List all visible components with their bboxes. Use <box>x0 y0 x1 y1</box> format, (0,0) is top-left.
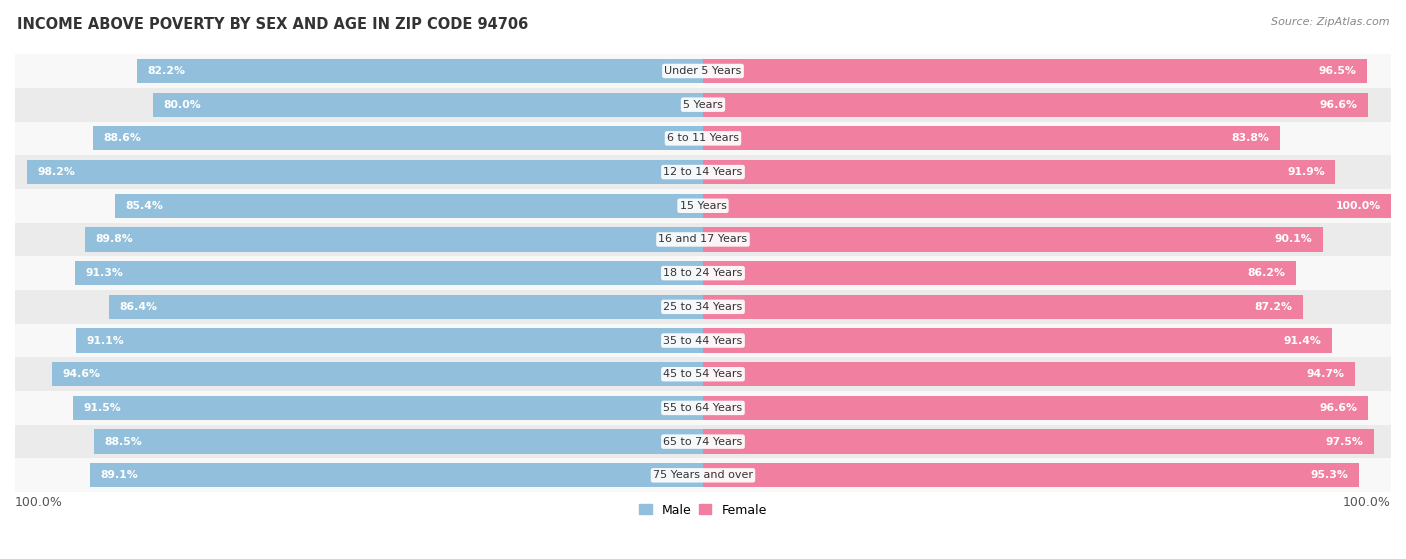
Bar <box>15 121 1391 155</box>
Text: 91.3%: 91.3% <box>86 268 124 278</box>
Bar <box>76 328 703 353</box>
Text: 86.2%: 86.2% <box>1247 268 1285 278</box>
Legend: Male, Female: Male, Female <box>640 504 766 517</box>
Bar <box>703 429 1374 454</box>
Bar <box>138 59 703 83</box>
Text: 65 to 74 Years: 65 to 74 Years <box>664 437 742 447</box>
Text: 83.8%: 83.8% <box>1232 134 1270 143</box>
Bar <box>15 189 1391 222</box>
Text: 90.1%: 90.1% <box>1275 234 1313 244</box>
Text: 94.6%: 94.6% <box>62 369 100 379</box>
Bar <box>703 328 1331 353</box>
Text: Source: ZipAtlas.com: Source: ZipAtlas.com <box>1271 17 1389 27</box>
Bar <box>73 396 703 420</box>
Bar <box>15 324 1391 357</box>
Bar <box>15 222 1391 257</box>
Text: 96.5%: 96.5% <box>1319 66 1357 76</box>
Bar <box>52 362 703 386</box>
Bar <box>27 160 703 184</box>
Text: 82.2%: 82.2% <box>148 66 186 76</box>
Text: 100.0%: 100.0% <box>15 496 63 509</box>
Bar <box>115 193 703 218</box>
Text: 25 to 34 Years: 25 to 34 Years <box>664 302 742 312</box>
Text: 97.5%: 97.5% <box>1326 437 1364 447</box>
Bar <box>15 290 1391 324</box>
Bar <box>94 429 703 454</box>
Text: 15 Years: 15 Years <box>679 201 727 211</box>
Text: 100.0%: 100.0% <box>1343 496 1391 509</box>
Bar <box>703 362 1354 386</box>
Text: 5 Years: 5 Years <box>683 100 723 110</box>
Text: 94.7%: 94.7% <box>1306 369 1344 379</box>
Text: 45 to 54 Years: 45 to 54 Years <box>664 369 742 379</box>
Bar <box>15 54 1391 88</box>
Bar <box>153 93 703 117</box>
Text: 89.1%: 89.1% <box>100 470 138 480</box>
Text: 86.4%: 86.4% <box>120 302 157 312</box>
Text: 35 to 44 Years: 35 to 44 Years <box>664 335 742 345</box>
Text: 96.6%: 96.6% <box>1319 403 1357 413</box>
Text: 87.2%: 87.2% <box>1254 302 1292 312</box>
Bar <box>703 295 1303 319</box>
Text: 6 to 11 Years: 6 to 11 Years <box>666 134 740 143</box>
Text: 85.4%: 85.4% <box>125 201 163 211</box>
Text: 100.0%: 100.0% <box>1336 201 1381 211</box>
Bar <box>93 126 703 150</box>
Text: 18 to 24 Years: 18 to 24 Years <box>664 268 742 278</box>
Bar <box>108 295 703 319</box>
Bar <box>15 357 1391 391</box>
Bar <box>15 257 1391 290</box>
Text: 91.5%: 91.5% <box>84 403 121 413</box>
Bar <box>86 228 703 252</box>
Bar <box>15 391 1391 425</box>
Text: 55 to 64 Years: 55 to 64 Years <box>664 403 742 413</box>
Bar <box>703 193 1391 218</box>
Text: 12 to 14 Years: 12 to 14 Years <box>664 167 742 177</box>
Text: 95.3%: 95.3% <box>1310 470 1348 480</box>
Text: 91.1%: 91.1% <box>87 335 124 345</box>
Bar <box>75 261 703 285</box>
Bar <box>15 88 1391 121</box>
Text: 16 and 17 Years: 16 and 17 Years <box>658 234 748 244</box>
Bar <box>703 463 1358 487</box>
Bar <box>703 228 1323 252</box>
Bar <box>703 59 1367 83</box>
Text: 98.2%: 98.2% <box>38 167 76 177</box>
Bar <box>703 160 1336 184</box>
Text: Under 5 Years: Under 5 Years <box>665 66 741 76</box>
Bar <box>90 463 703 487</box>
Text: 88.6%: 88.6% <box>104 134 142 143</box>
Text: 96.6%: 96.6% <box>1319 100 1357 110</box>
Text: 91.4%: 91.4% <box>1284 335 1322 345</box>
Bar <box>15 155 1391 189</box>
Bar <box>703 126 1279 150</box>
Bar <box>15 458 1391 492</box>
Bar <box>703 93 1368 117</box>
Bar <box>15 425 1391 458</box>
Bar <box>703 261 1296 285</box>
Text: 88.5%: 88.5% <box>104 437 142 447</box>
Bar <box>703 396 1368 420</box>
Text: 80.0%: 80.0% <box>163 100 201 110</box>
Text: 89.8%: 89.8% <box>96 234 134 244</box>
Text: 75 Years and over: 75 Years and over <box>652 470 754 480</box>
Text: 91.9%: 91.9% <box>1288 167 1324 177</box>
Text: INCOME ABOVE POVERTY BY SEX AND AGE IN ZIP CODE 94706: INCOME ABOVE POVERTY BY SEX AND AGE IN Z… <box>17 17 529 32</box>
